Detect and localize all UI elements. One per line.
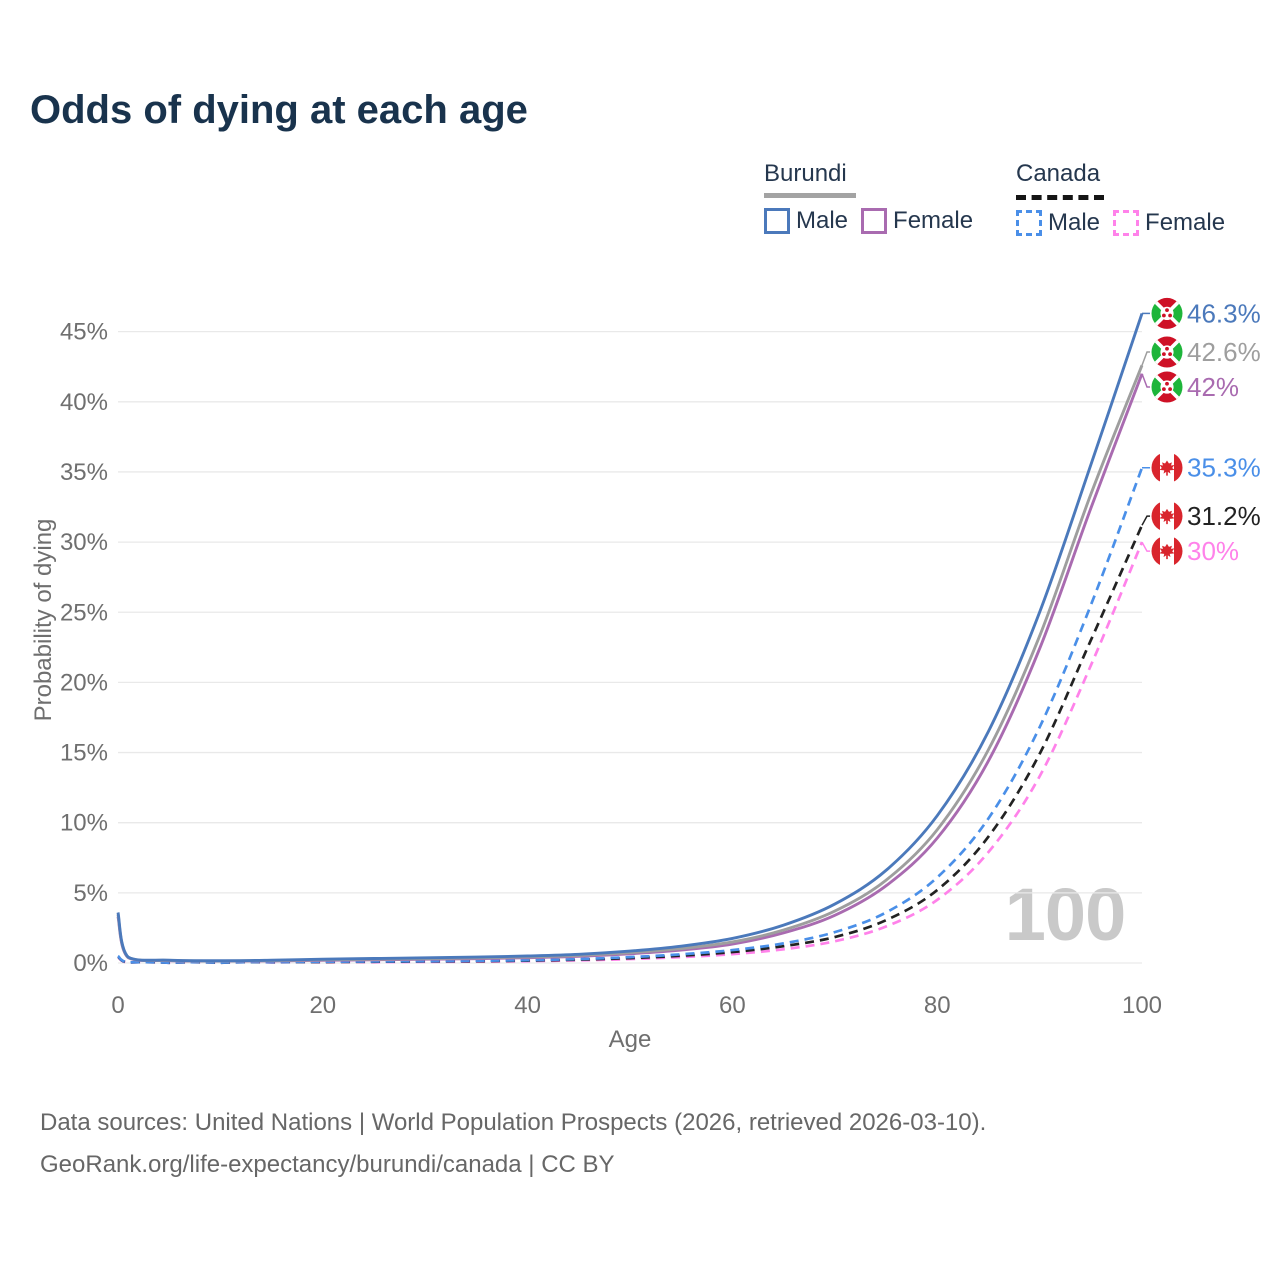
x-tick-label: 100: [1122, 992, 1162, 1019]
canada-female-label: Female: [1145, 209, 1226, 236]
legend-item-canada-male[interactable]: Male: [1016, 209, 1100, 237]
burundi-male-label: Male: [796, 207, 849, 234]
legend-burundi-label: Burundi: [764, 160, 847, 187]
canada-flag-icon[interactable]: [1150, 499, 1184, 534]
footer-attribution: GeoRank.org/life-expectancy/burundi/cana…: [40, 1151, 615, 1178]
end-label-leader: [1141, 351, 1151, 366]
y-tick-label: 45%: [60, 319, 108, 346]
legend-item-burundi-female[interactable]: Female: [861, 207, 973, 235]
canada-male-line[interactable]: [117, 467, 1144, 965]
y-tick-label: 35%: [60, 459, 108, 486]
x-tick-label: 0: [111, 992, 124, 1019]
y-tick-label: 5%: [73, 880, 108, 907]
legend-canada-label: Canada: [1016, 160, 1101, 187]
legend-group-canada: Canada Male Female: [1016, 160, 1225, 237]
burundi-flag-icon[interactable]: [1150, 296, 1184, 331]
end-label-leader: [1141, 515, 1151, 526]
y-tick-label: 30%: [60, 529, 108, 556]
y-tick-label: 40%: [60, 389, 108, 416]
y-tick-label: 10%: [60, 810, 108, 837]
canada-male-label: Male: [1048, 209, 1101, 236]
burundi-female-label: Female: [893, 207, 974, 234]
burundi-female-end-label: 42%: [1187, 372, 1239, 402]
burundi-male-line[interactable]: [116, 312, 1144, 963]
x-axis-title: Age: [608, 1026, 652, 1053]
burundi-combined-line[interactable]: [116, 364, 1144, 963]
x-tick-label: 20: [309, 992, 336, 1019]
canada-male-end-label: 35.3%: [1187, 453, 1261, 483]
canada-line-style-sample: [1016, 195, 1104, 200]
y-tick-label: 25%: [60, 599, 108, 626]
canada-male-swatch[interactable]: [1016, 210, 1042, 236]
canada-combined-line[interactable]: [117, 524, 1144, 965]
footer: Data sources: United Nations | World Pop…: [40, 1102, 986, 1186]
y-tick-label: 15%: [60, 740, 108, 767]
x-tick-label: 60: [719, 992, 746, 1019]
footer-data-sources: Data sources: United Nations | World Pop…: [40, 1109, 987, 1136]
legend-group-burundi: Burundi Male Female: [764, 160, 973, 235]
canada-female-swatch[interactable]: [1113, 210, 1140, 236]
burundi-combined-end-label: 42.6%: [1187, 337, 1261, 367]
y-tick-label: 20%: [60, 669, 108, 696]
burundi-male-end-label: 46.3%: [1187, 298, 1261, 328]
burundi-line-style-sample: [764, 193, 856, 198]
legend-item-canada-female[interactable]: Female: [1113, 209, 1225, 237]
burundi-flag-icon[interactable]: [1150, 335, 1184, 370]
y-tick-label: 0%: [73, 950, 108, 977]
hover-age-indicator: 100: [1004, 873, 1126, 956]
burundi-female-line[interactable]: [116, 373, 1144, 963]
canada-combined-end-label: 31.2%: [1187, 501, 1261, 531]
x-tick-label: 40: [514, 992, 541, 1019]
burundi-flag-icon[interactable]: [1150, 370, 1184, 405]
canada-female-end-label: 30%: [1187, 536, 1239, 566]
canada-flag-icon[interactable]: [1150, 534, 1184, 569]
end-label-leader: [1141, 373, 1151, 388]
canada-flag-icon[interactable]: [1150, 450, 1184, 485]
page-title: Odds of dying at each age: [30, 88, 528, 132]
x-tick-label: 80: [924, 992, 951, 1019]
burundi-male-swatch[interactable]: [764, 208, 790, 234]
burundi-female-swatch[interactable]: [861, 208, 888, 234]
legend-item-burundi-male[interactable]: Male: [764, 207, 848, 235]
end-label-leader: [1141, 541, 1151, 552]
